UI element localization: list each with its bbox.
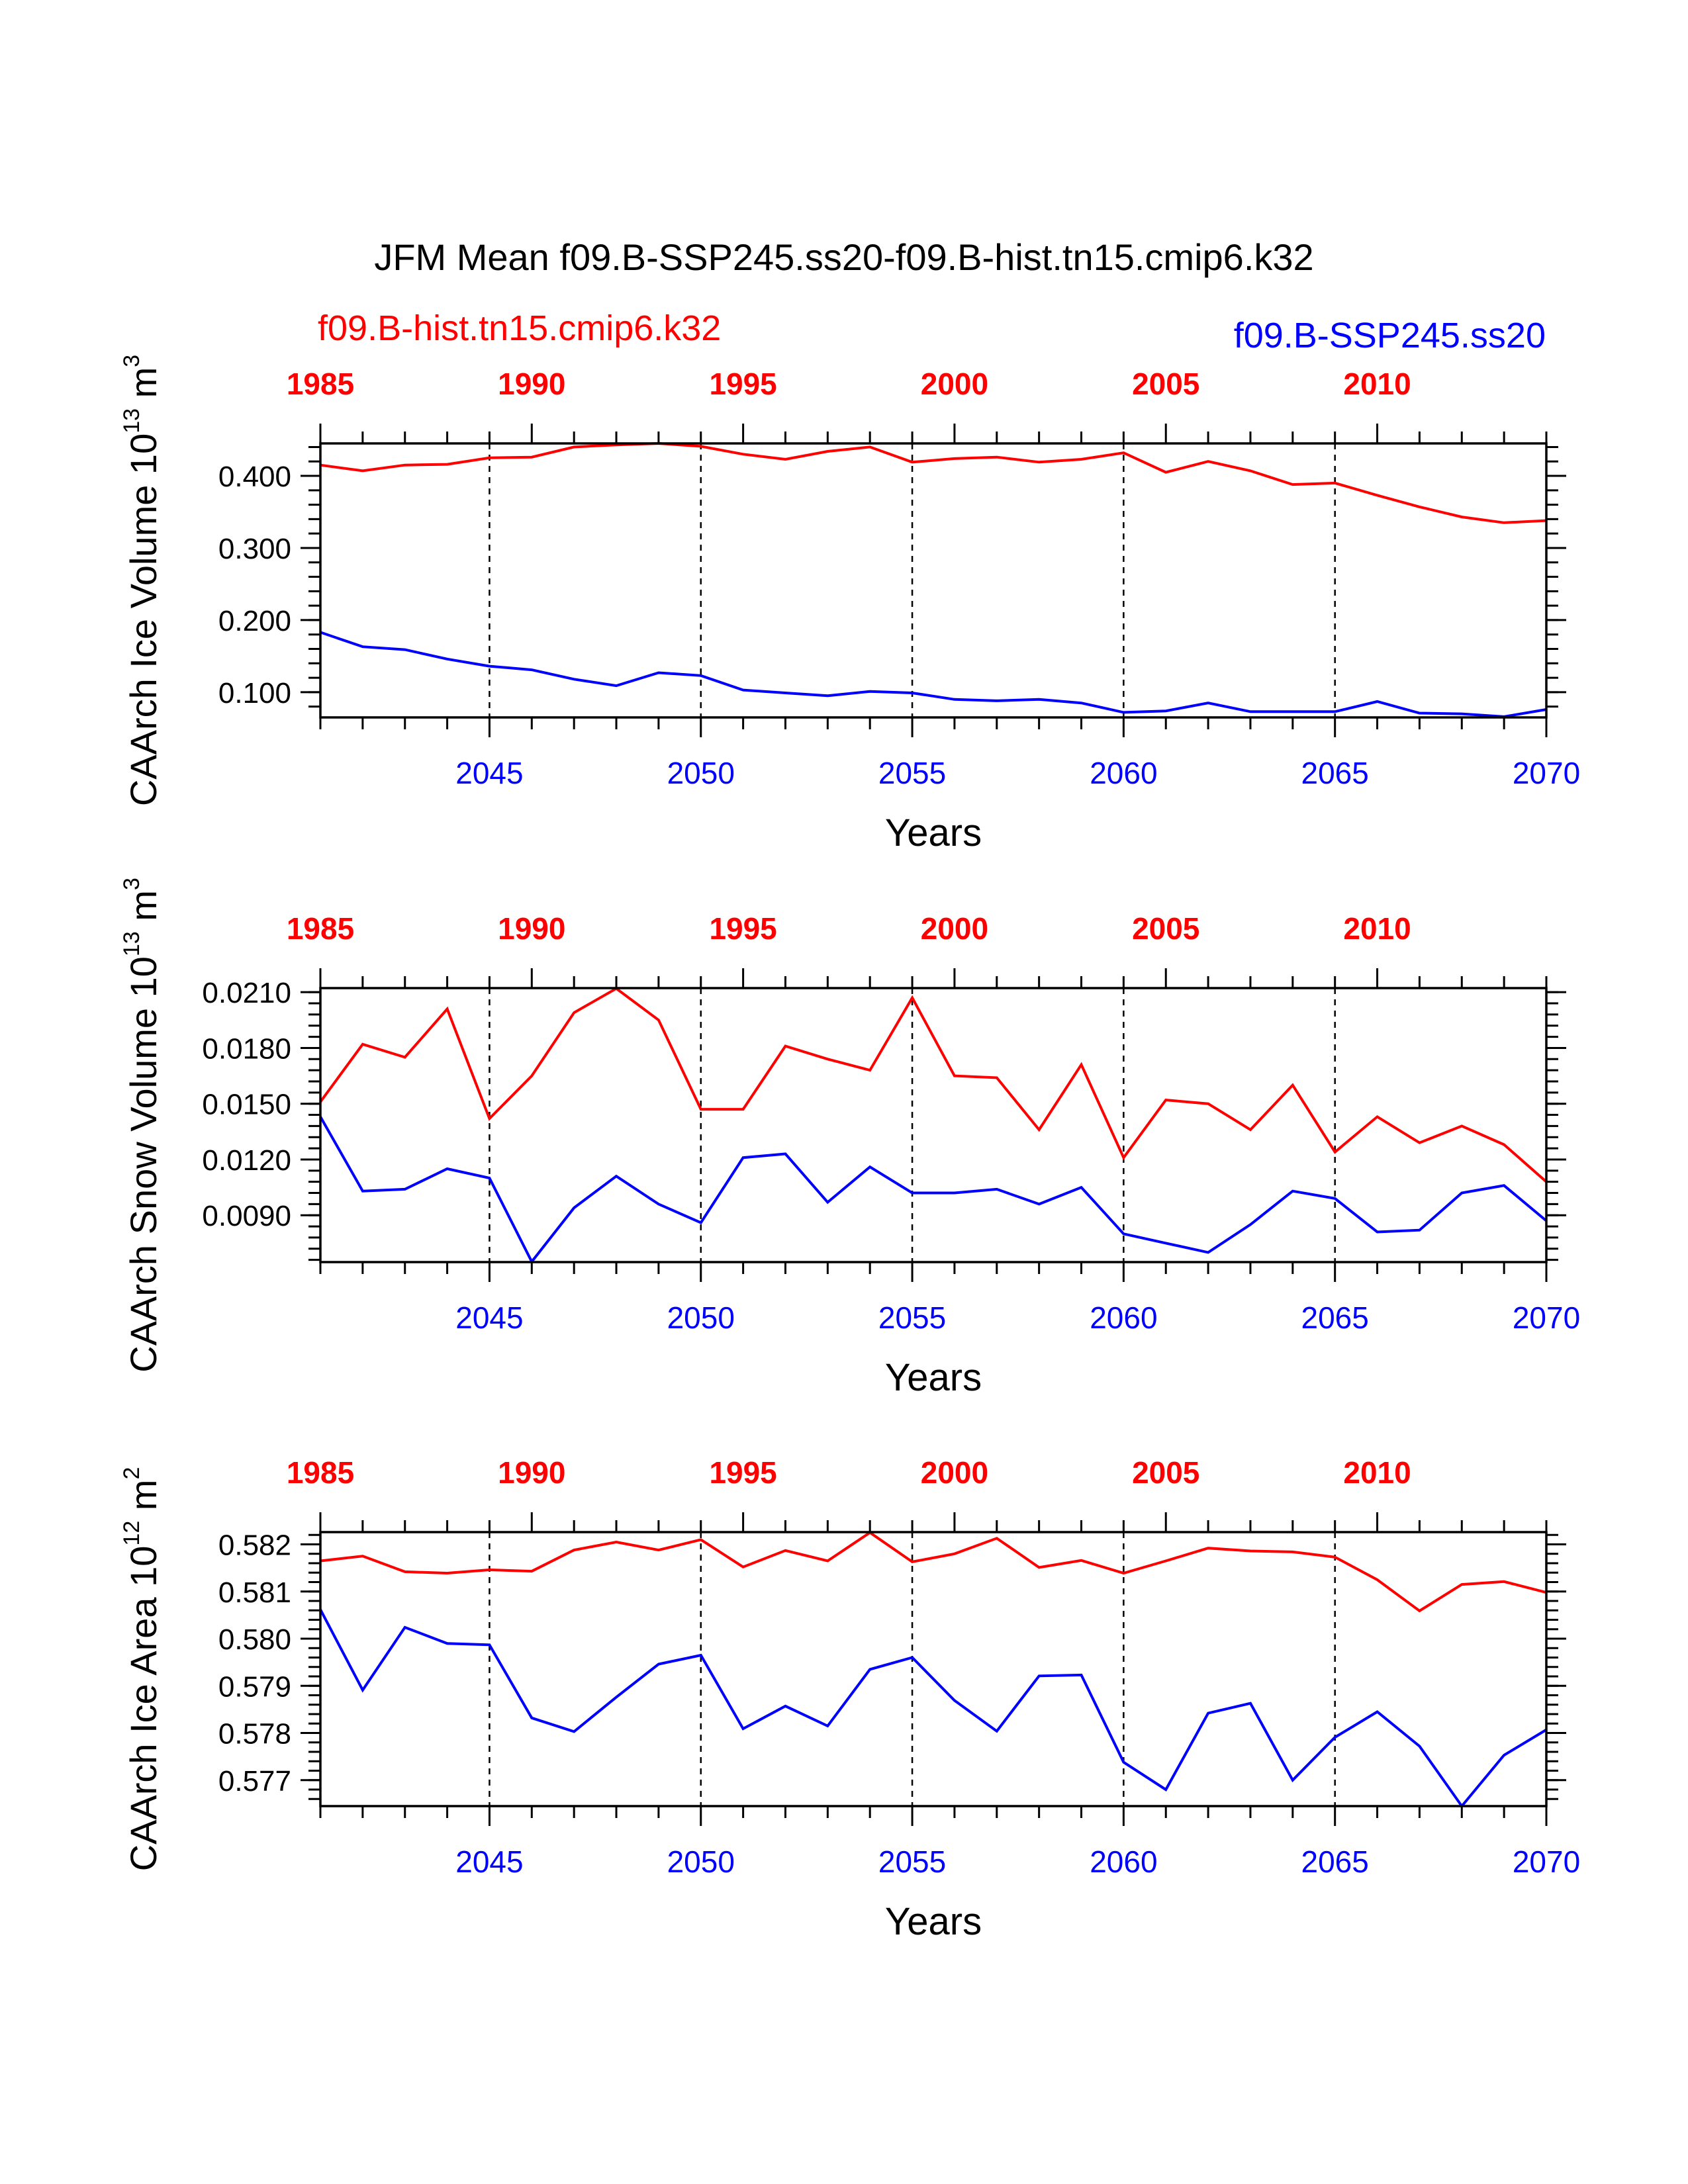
- x-tick-label-bottom: 2060: [1090, 756, 1157, 790]
- hist-series-line: [320, 441, 1547, 524]
- x-tick-label-bottom: 2050: [667, 1844, 735, 1879]
- x-tick-label-top: 2010: [1343, 1455, 1411, 1490]
- x-tick-label-bottom: 2045: [455, 756, 523, 790]
- x-tick-label-bottom: 2050: [667, 756, 735, 790]
- panel-2: 2045 2050 2055 2060 2065 2070 1985 1990 1995 2000…: [119, 878, 1580, 1399]
- x-tick-label-top: 1985: [287, 1455, 354, 1490]
- y-axis-title: CAArch Snow Volume 1013 m3: [119, 878, 164, 1373]
- x-tick-label-bottom: 2070: [1513, 756, 1580, 790]
- hist-series-line: [320, 1531, 1547, 1613]
- x-tick-label-top: 2005: [1132, 911, 1199, 946]
- plot-frame: [319, 1531, 1548, 1807]
- x-tick-label-top: 2010: [1343, 911, 1411, 946]
- y-tick-label: 0.581: [218, 1576, 291, 1609]
- chart-title: JFM Mean f09.B-SSP245.ss20-f09.B-hist.tn…: [374, 236, 1313, 278]
- panels: 2045 2050 2055 2060 2065 2070 1985 1990 1995 2000…: [119, 355, 1580, 1943]
- x-tick-label-bottom: 2060: [1090, 1300, 1157, 1335]
- y-tick-label: 0.580: [218, 1623, 291, 1656]
- y-tick-label: 0.200: [218, 605, 291, 637]
- legend-ssp-label: f09.B-SSP245.ss20: [1234, 316, 1546, 355]
- panel-1: 2045 2050 2055 2060 2065 2070 1985 1990 1995 2000…: [119, 355, 1580, 854]
- x-tick-label-bottom: 2055: [878, 1300, 946, 1335]
- y-axis-title: CAArch Ice Area 1012 m2: [119, 1467, 164, 1872]
- x-tick-label-top: 1985: [287, 367, 354, 401]
- x-tick-label-top: 2010: [1343, 367, 1411, 401]
- y-tick-label: 0.400: [218, 461, 291, 493]
- x-tick-label-top: 1995: [709, 1455, 776, 1490]
- y-tick-label: 0.579: [218, 1670, 291, 1703]
- y-tick-label: 0.0210: [202, 977, 291, 1009]
- x-tick-label-top: 1995: [709, 367, 776, 401]
- y-tick-label: 0.300: [218, 533, 291, 565]
- x-tick-label-bottom: 2050: [667, 1300, 735, 1335]
- plot-frame: [319, 442, 1548, 719]
- x-tick-label-top: 1985: [287, 911, 354, 946]
- y-tick-label: 0.577: [218, 1765, 291, 1797]
- y-tick-label: 0.582: [218, 1529, 291, 1562]
- x-axis-title: Years: [885, 1356, 982, 1399]
- y-axis-title: CAArch Ice Volume 1013 m3: [119, 355, 164, 806]
- y-tick-label: 0.0150: [202, 1089, 291, 1121]
- x-tick-label-top: 2000: [921, 1455, 988, 1490]
- hist-series-line: [319, 987, 1548, 1183]
- x-tick-label-bottom: 2070: [1513, 1300, 1580, 1335]
- y-tick-label: 0.0120: [202, 1144, 291, 1177]
- ssp-series-line: [319, 1116, 1548, 1265]
- x-tick-label-bottom: 2060: [1090, 1844, 1157, 1879]
- panel-3: 2045 2050 2055 2060 2065 2070 1985 1990 1995 2000…: [119, 1455, 1580, 1943]
- x-tick-label-top: 1990: [498, 1455, 565, 1490]
- x-tick-label-bottom: 2065: [1301, 1844, 1369, 1879]
- y-tick-label: 0.0180: [202, 1032, 291, 1065]
- x-tick-label-top: 1995: [709, 911, 776, 946]
- x-tick-label-bottom: 2045: [455, 1300, 523, 1335]
- x-tick-label-top: 2000: [921, 367, 988, 401]
- y-tick-label: 0.0090: [202, 1200, 291, 1232]
- x-axis-title: Years: [885, 811, 982, 854]
- x-tick-label-bottom: 2070: [1513, 1844, 1580, 1879]
- x-tick-label-top: 1990: [498, 911, 565, 946]
- x-tick-label-bottom: 2055: [878, 1844, 946, 1879]
- y-tick-label: 0.100: [218, 677, 291, 709]
- x-tick-label-bottom: 2065: [1301, 1300, 1369, 1335]
- ssp-series-line: [320, 631, 1547, 718]
- x-tick-label-top: 2005: [1132, 367, 1199, 401]
- legend-hist-label: f09.B-hist.tn15.cmip6.k32: [318, 308, 721, 348]
- x-tick-label-top: 2000: [921, 911, 988, 946]
- x-tick-label-bottom: 2055: [878, 756, 946, 790]
- x-tick-label-bottom: 2045: [455, 1844, 523, 1879]
- y-tick-label: 0.578: [218, 1718, 291, 1751]
- x-axis-title: Years: [885, 1900, 982, 1943]
- x-tick-label-bottom: 2065: [1301, 756, 1369, 790]
- ssp-series-line: [319, 1608, 1548, 1809]
- x-tick-label-top: 2005: [1132, 1455, 1199, 1490]
- x-tick-label-top: 1990: [498, 367, 565, 401]
